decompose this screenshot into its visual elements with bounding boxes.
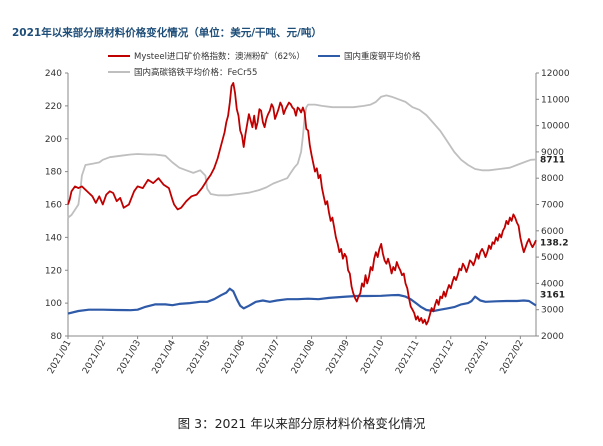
- y-left-tick-label: 240: [45, 69, 62, 79]
- x-tick-label: 2021/02: [81, 339, 108, 376]
- y-left-tick-label: 100: [45, 299, 62, 309]
- y-left-tick-label: 120: [45, 266, 62, 276]
- legend-label-ferrochrome: 国内高碳铬铁平均价格：FeCr55: [134, 67, 257, 78]
- x-tick-label: 2021/04: [151, 338, 178, 376]
- series-iron-ore-line: [67, 82, 537, 326]
- legend-label-iron-ore: Mysteel进口矿价格指数：澳洲粉矿（62%）: [134, 51, 305, 62]
- end-labels: 8711 138.2 3161: [540, 156, 568, 301]
- y-left-tick-label: 160: [45, 201, 62, 211]
- legend-label-scrap: 国内重废钢平均价格: [344, 51, 421, 62]
- y-left-tick-label: 220: [45, 102, 62, 112]
- series-ferrochrome-line: [67, 94, 537, 219]
- x-tick-label: 2021/09: [325, 338, 352, 376]
- figure-caption: 图 3：2021 年以来部分原材料价格变化情况: [177, 416, 426, 431]
- end-label-ferrochrome: 8711: [540, 156, 565, 166]
- x-tick-label: 2021/11: [394, 339, 421, 376]
- x-tick-label: 2021/03: [116, 339, 143, 376]
- y-right-tick-label: 6000: [541, 227, 564, 237]
- y-right-tick-label: 5000: [541, 253, 564, 263]
- x-tick-label: 2022/01: [464, 339, 491, 376]
- x-tick-label: 2021/08: [290, 338, 317, 376]
- chart-title: 2021年以来部分原材料价格变化情况（单位：美元/干吨、元/吨）: [12, 27, 322, 39]
- y-right-tick-label: 8000: [541, 174, 564, 184]
- axes: 80 100 120 140 160 180 200 220 240 2000 3000 4000 50…: [45, 69, 570, 376]
- legend: Mysteel进口矿价格指数：澳洲粉矿（62%） 国内重废钢平均价格 国内高碳铬…: [108, 51, 421, 78]
- y-right-tick-label: 3000: [541, 306, 564, 316]
- y-right-tick-label: 2000: [541, 332, 564, 342]
- x-tick-label: 2021/01: [46, 339, 73, 376]
- y-right-tick-label: 12000: [541, 69, 570, 79]
- y-right-tick-label: 7000: [541, 201, 564, 211]
- y-left-tick-label: 200: [45, 135, 62, 145]
- y-left-tick-label: 140: [45, 233, 62, 243]
- x-tick-label: 2022/02: [499, 339, 526, 376]
- end-label-scrap: 3161: [540, 290, 565, 300]
- x-tick-label: 2021/10: [359, 338, 386, 376]
- x-tick-label: 2021/12: [429, 339, 456, 376]
- y-left-tick-label: 80: [51, 332, 63, 342]
- x-tick-label: 2021/07: [255, 339, 282, 376]
- y-right-tick-label: 10000: [541, 122, 570, 132]
- line-chart: Mysteel进口矿价格指数：澳洲粉矿（62%） 国内重废钢平均价格 国内高碳铬…: [45, 51, 570, 376]
- y-right-tick-label: 11000: [541, 95, 570, 105]
- series-scrap-line: [67, 287, 537, 315]
- y-right-tick-label: 4000: [541, 279, 564, 289]
- end-label-iron-ore: 138.2: [540, 238, 568, 248]
- y-left-tick-label: 180: [45, 168, 62, 178]
- x-tick-label: 2021/06: [220, 338, 247, 376]
- y-right-tick-label: 9000: [541, 148, 564, 158]
- series-layer: [67, 82, 537, 326]
- x-tick-label: 2021/05: [185, 339, 212, 376]
